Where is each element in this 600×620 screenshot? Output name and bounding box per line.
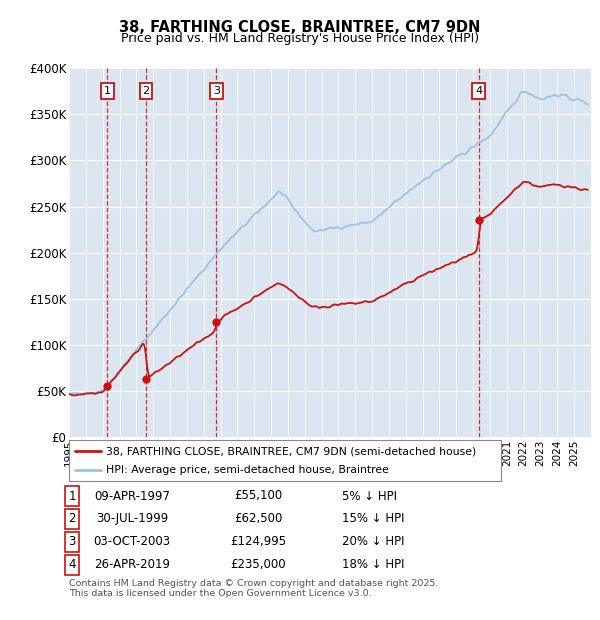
Text: 2: 2 <box>68 513 76 525</box>
Text: 5% ↓ HPI: 5% ↓ HPI <box>342 490 397 502</box>
Text: 1: 1 <box>104 86 111 96</box>
Text: Price paid vs. HM Land Registry's House Price Index (HPI): Price paid vs. HM Land Registry's House … <box>121 32 479 45</box>
Text: 4: 4 <box>68 559 76 571</box>
Text: HPI: Average price, semi-detached house, Braintree: HPI: Average price, semi-detached house,… <box>106 464 389 475</box>
Text: £124,995: £124,995 <box>230 536 286 548</box>
Text: £55,100: £55,100 <box>234 490 282 502</box>
Text: 18% ↓ HPI: 18% ↓ HPI <box>342 559 404 571</box>
Text: 3: 3 <box>68 536 76 548</box>
Text: 15% ↓ HPI: 15% ↓ HPI <box>342 513 404 525</box>
Text: 30-JUL-1999: 30-JUL-1999 <box>96 513 168 525</box>
Text: 03-OCT-2003: 03-OCT-2003 <box>94 536 170 548</box>
Text: This data is licensed under the Open Government Licence v3.0.: This data is licensed under the Open Gov… <box>69 588 371 598</box>
Text: 09-APR-1997: 09-APR-1997 <box>94 490 170 502</box>
Text: £62,500: £62,500 <box>234 513 282 525</box>
Text: Contains HM Land Registry data © Crown copyright and database right 2025.: Contains HM Land Registry data © Crown c… <box>69 578 439 588</box>
Text: 38, FARTHING CLOSE, BRAINTREE, CM7 9DN: 38, FARTHING CLOSE, BRAINTREE, CM7 9DN <box>119 20 481 35</box>
Text: 38, FARTHING CLOSE, BRAINTREE, CM7 9DN (semi-detached house): 38, FARTHING CLOSE, BRAINTREE, CM7 9DN (… <box>106 446 476 456</box>
Text: 1: 1 <box>68 490 76 502</box>
Text: 3: 3 <box>213 86 220 96</box>
Text: 20% ↓ HPI: 20% ↓ HPI <box>342 536 404 548</box>
Text: 2: 2 <box>143 86 149 96</box>
Text: £235,000: £235,000 <box>230 559 286 571</box>
Text: 26-APR-2019: 26-APR-2019 <box>94 559 170 571</box>
Text: 4: 4 <box>475 86 482 96</box>
